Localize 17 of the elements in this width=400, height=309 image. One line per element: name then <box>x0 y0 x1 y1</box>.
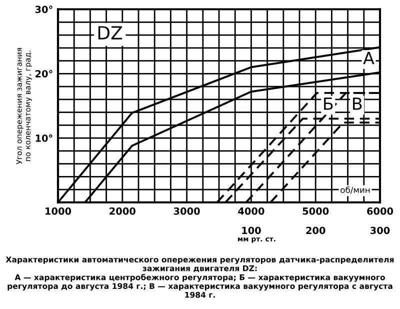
series-label: В <box>353 98 362 110</box>
x2-tick-label: 200 <box>306 226 326 234</box>
x-tick-label: 1000 <box>46 207 72 215</box>
series-label: Б <box>324 98 333 110</box>
annotation: DZ <box>98 26 122 40</box>
y-tick-label: 20° <box>36 70 52 78</box>
x-tick-label: 4000 <box>238 207 264 215</box>
x2-tick-label: 300 <box>370 226 390 234</box>
y-tick-label: 30° <box>35 6 52 14</box>
x-tick-label: 5000 <box>302 207 329 215</box>
x2-tick-label: 100 <box>242 226 261 234</box>
series-label: А <box>363 52 374 64</box>
x-tick-label: 3000 <box>174 207 200 215</box>
x-axis-title: об/мин <box>340 186 370 194</box>
x-tick-label: 6000 <box>367 207 394 215</box>
x-tick-label: 2000 <box>110 207 136 215</box>
y-tick-label: 10° <box>36 134 52 142</box>
